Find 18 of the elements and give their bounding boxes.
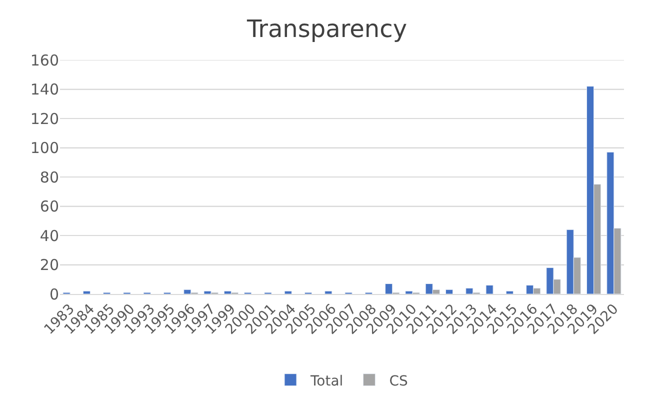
bar bbox=[445, 289, 454, 294]
bar bbox=[506, 290, 514, 294]
bar bbox=[82, 290, 90, 294]
y-tick-label: 20 bbox=[40, 256, 59, 274]
y-tick-label: 40 bbox=[40, 226, 59, 245]
legend-label: Total bbox=[310, 373, 344, 390]
y-tick-label: 0 bbox=[49, 285, 59, 304]
y-tick-label: 60 bbox=[40, 198, 59, 216]
legend-label: CS bbox=[389, 373, 408, 390]
y-tick-label: 80 bbox=[40, 168, 59, 186]
bar bbox=[486, 284, 494, 294]
chart-title: Transparency bbox=[246, 15, 408, 44]
y-tick-label: 120 bbox=[30, 110, 59, 128]
bar bbox=[324, 290, 332, 294]
y-tick-label: 140 bbox=[30, 80, 59, 98]
y-tick-label: 100 bbox=[30, 139, 59, 157]
bar bbox=[284, 290, 292, 294]
y-tick-label: 160 bbox=[30, 51, 59, 70]
